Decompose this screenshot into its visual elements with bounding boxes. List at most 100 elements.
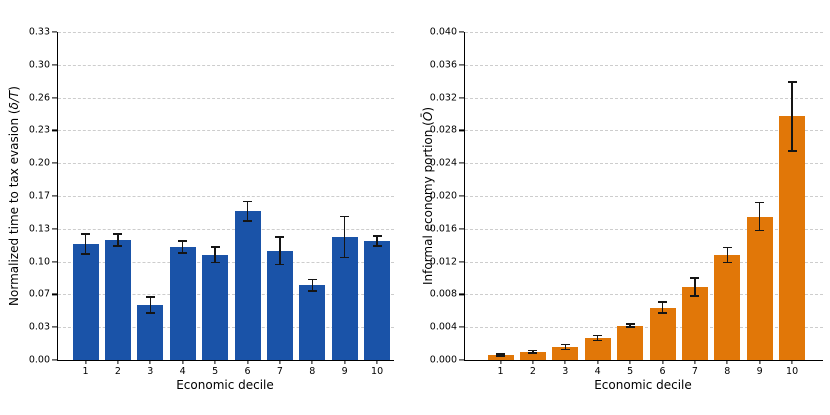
bar-decile-3 <box>137 304 164 360</box>
y-tick-label: 0.10 <box>28 255 50 267</box>
error-bar-stem <box>564 344 567 350</box>
y-tick-mark <box>52 326 57 328</box>
error-bar-stem <box>499 354 502 357</box>
error-bar-stem <box>117 234 119 246</box>
y-gridline <box>58 228 394 230</box>
error-bar-cap-bottom <box>560 348 570 351</box>
y-tick-mark <box>52 293 57 295</box>
y-gridline <box>58 294 394 296</box>
y-tick-label: 0.024 <box>429 157 457 169</box>
error-bar-cap-bottom <box>755 229 765 232</box>
x-tick-mark <box>149 360 151 364</box>
y-tick-label: 0.26 <box>28 91 50 103</box>
x-tick-label: 4 <box>594 366 601 377</box>
y-tick-mark <box>52 162 57 164</box>
error-bar-stem <box>791 82 793 151</box>
x-tick-mark <box>214 360 216 364</box>
error-bar-stem <box>84 234 87 254</box>
bar-decile-6 <box>649 307 676 360</box>
y-tick-mark <box>52 64 57 66</box>
y-gridline <box>58 196 394 197</box>
y-gridline <box>58 327 394 329</box>
error-bar-cap-bottom <box>113 245 123 247</box>
y-axis-label-text: ) <box>421 106 435 112</box>
y-tick-label: 0.17 <box>28 190 50 202</box>
x-tick-mark <box>629 360 631 364</box>
y-tick-mark <box>459 64 464 66</box>
x-tick-mark <box>376 360 378 364</box>
bar-decile-2 <box>519 351 546 360</box>
x-tick-mark <box>564 360 566 364</box>
error-bar-cap-bottom <box>145 311 155 314</box>
y-tick-label: 0.016 <box>429 223 457 235</box>
error-bar-cap-bottom <box>340 256 350 259</box>
bar-decile-2 <box>104 239 131 360</box>
error-bar-cap-top <box>496 353 505 355</box>
x-tick-label: 3 <box>147 366 154 377</box>
y-gridline <box>465 228 823 230</box>
y-tick-label: 0.33 <box>28 26 50 38</box>
y-tick-label: 0.040 <box>429 26 457 38</box>
error-bar-stem <box>694 278 696 297</box>
y-gridline <box>58 32 394 33</box>
x-tick-label: 9 <box>756 366 763 377</box>
x-tick-label: 5 <box>627 366 634 377</box>
y-axis-label-math: Ō <box>421 111 435 122</box>
y-tick-label: 0.000 <box>429 354 457 366</box>
y-tick-mark <box>459 162 464 164</box>
x-tick-mark <box>182 360 184 364</box>
y-gridline <box>465 64 823 66</box>
y-tick-label: 0.028 <box>429 124 457 136</box>
x-tick-label: 6 <box>244 366 251 377</box>
y-gridline <box>58 97 394 99</box>
y-gridline <box>58 64 394 66</box>
x-tick-mark <box>84 360 87 364</box>
x-tick-label: 10 <box>786 366 799 377</box>
error-bar-cap-top <box>787 81 797 83</box>
bar-decile-10 <box>364 240 391 360</box>
error-bar-stem <box>661 301 664 314</box>
bar-decile-1 <box>72 243 99 360</box>
y-tick-label: 0.004 <box>429 321 457 333</box>
x-tick-label: 1 <box>497 366 504 377</box>
y-tick-mark <box>459 129 464 131</box>
y-tick-mark <box>459 195 464 197</box>
bar-decile-6 <box>234 211 261 360</box>
error-bar-cap-bottom <box>275 263 285 266</box>
bar-decile-7 <box>681 287 708 360</box>
error-bar-cap-top <box>145 296 155 298</box>
y-gridline <box>58 130 394 132</box>
x-tick-mark <box>117 360 119 364</box>
y-tick-label: 0.23 <box>28 124 50 136</box>
y-tick-mark <box>52 228 57 230</box>
error-bar-cap-top <box>372 235 382 237</box>
y-tick-mark <box>459 326 464 328</box>
y-gridline <box>465 32 823 33</box>
y-axis-label-math: δ/T <box>7 90 21 110</box>
y-axis-label-text: ) <box>7 86 21 91</box>
error-bar-cap-top <box>340 215 350 218</box>
x-tick-mark <box>279 360 281 364</box>
error-bar-stem <box>246 201 249 222</box>
error-bar-stem <box>726 247 729 263</box>
error-bar-cap-bottom <box>307 290 317 292</box>
x-tick-label: 4 <box>179 366 186 377</box>
bar-decile-5 <box>202 254 229 360</box>
error-bar-cap-top <box>690 277 700 279</box>
error-bar-stem <box>532 350 534 354</box>
y-tick-mark <box>459 359 464 361</box>
error-bar-cap-bottom <box>593 339 603 342</box>
y-gridline <box>465 327 823 329</box>
error-bar-cap-bottom <box>81 252 90 255</box>
x-tick-label: 1 <box>82 366 89 377</box>
y-gridline <box>465 163 823 165</box>
bar-decile-7 <box>266 250 293 360</box>
x-tick-mark <box>597 360 599 364</box>
y-tick-mark <box>459 293 464 295</box>
error-bar-stem <box>596 335 599 341</box>
error-bar-cap-bottom <box>787 150 797 152</box>
x-tick-label: 9 <box>341 366 348 377</box>
error-bar-cap-bottom <box>690 295 700 297</box>
